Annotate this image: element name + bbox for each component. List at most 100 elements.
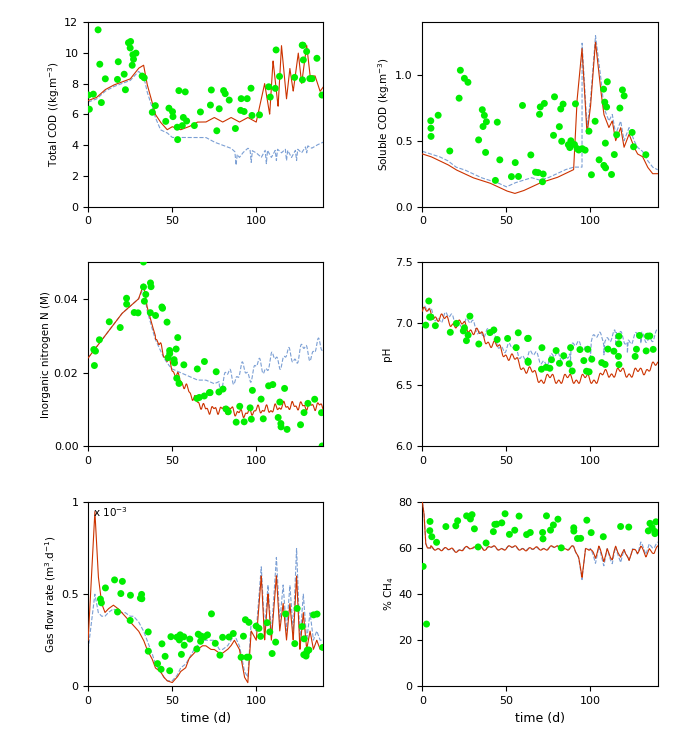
Point [231, 416, 241, 428]
Point [89, 359, 100, 371]
Point [96, 597, 107, 609]
Point [199, 390, 210, 402]
Point [626, 126, 637, 138]
Point [511, 342, 521, 354]
Point [473, 338, 484, 350]
Point [83, 89, 94, 101]
Point [123, 37, 134, 49]
Point [290, 638, 300, 649]
Point [590, 115, 601, 127]
Point [275, 396, 285, 408]
Point [596, 356, 607, 368]
Point [205, 387, 216, 399]
Point [254, 622, 264, 634]
Point [121, 298, 132, 310]
Point [556, 135, 567, 147]
Point [558, 98, 569, 110]
Point [578, 355, 589, 367]
Point [643, 525, 654, 537]
Point [608, 345, 619, 357]
Point [189, 120, 200, 131]
Point [265, 92, 276, 103]
Point [461, 335, 472, 347]
Point [138, 256, 149, 268]
Point [275, 418, 286, 430]
Point [513, 327, 523, 339]
Point [298, 39, 308, 51]
Point [430, 320, 441, 331]
Point [304, 72, 315, 84]
Point [174, 634, 185, 646]
Point [279, 382, 290, 394]
Point [574, 344, 585, 356]
Point [603, 343, 614, 355]
Point [236, 93, 247, 105]
Point [211, 366, 222, 378]
Point [266, 648, 277, 660]
Point [537, 527, 548, 539]
Point [240, 614, 251, 626]
Point [553, 513, 563, 525]
Point [504, 528, 515, 540]
Point [157, 303, 168, 314]
Point [535, 101, 546, 113]
Point [112, 606, 123, 618]
Point [84, 103, 95, 115]
Point [458, 325, 468, 337]
Point [94, 58, 105, 70]
Point [461, 510, 472, 522]
Point [568, 525, 579, 537]
Point [169, 357, 180, 369]
Point [574, 144, 584, 156]
Point [143, 626, 154, 638]
Point [218, 85, 229, 97]
Point [602, 76, 613, 88]
Point [174, 85, 184, 97]
Point [642, 330, 653, 342]
Point [214, 649, 225, 661]
Point [152, 658, 163, 669]
Point [317, 641, 328, 653]
Point [514, 510, 525, 522]
Point [530, 166, 541, 178]
Point [614, 359, 624, 370]
Point [137, 70, 148, 82]
Point [600, 162, 611, 173]
Point [424, 516, 435, 528]
Point [462, 76, 473, 88]
Point [164, 348, 175, 359]
Point [599, 96, 610, 108]
Point [239, 416, 250, 428]
Point [609, 148, 620, 160]
Point [241, 652, 252, 663]
Point [290, 72, 300, 83]
Point [599, 159, 610, 171]
Point [558, 350, 569, 362]
Point [492, 518, 502, 530]
Point [614, 102, 625, 114]
Point [113, 56, 123, 68]
Y-axis label: Total COD ((kg.m$^{-3}$): Total COD ((kg.m$^{-3}$) [45, 61, 62, 168]
Point [202, 629, 213, 641]
Point [548, 129, 559, 141]
Point [494, 154, 505, 166]
Point [263, 380, 274, 392]
Point [95, 593, 106, 605]
Point [510, 156, 521, 168]
Point [541, 362, 552, 373]
Point [423, 295, 434, 307]
Point [549, 91, 560, 103]
Point [298, 649, 309, 661]
Point [554, 121, 565, 133]
Point [644, 330, 655, 342]
Point [473, 134, 484, 146]
Point [565, 135, 576, 147]
Y-axis label: pH: pH [382, 347, 392, 362]
Point [488, 324, 499, 336]
Point [172, 121, 182, 133]
Point [586, 169, 597, 181]
Point [220, 88, 231, 100]
Point [258, 413, 268, 424]
Point [298, 54, 308, 66]
Point [199, 631, 210, 643]
